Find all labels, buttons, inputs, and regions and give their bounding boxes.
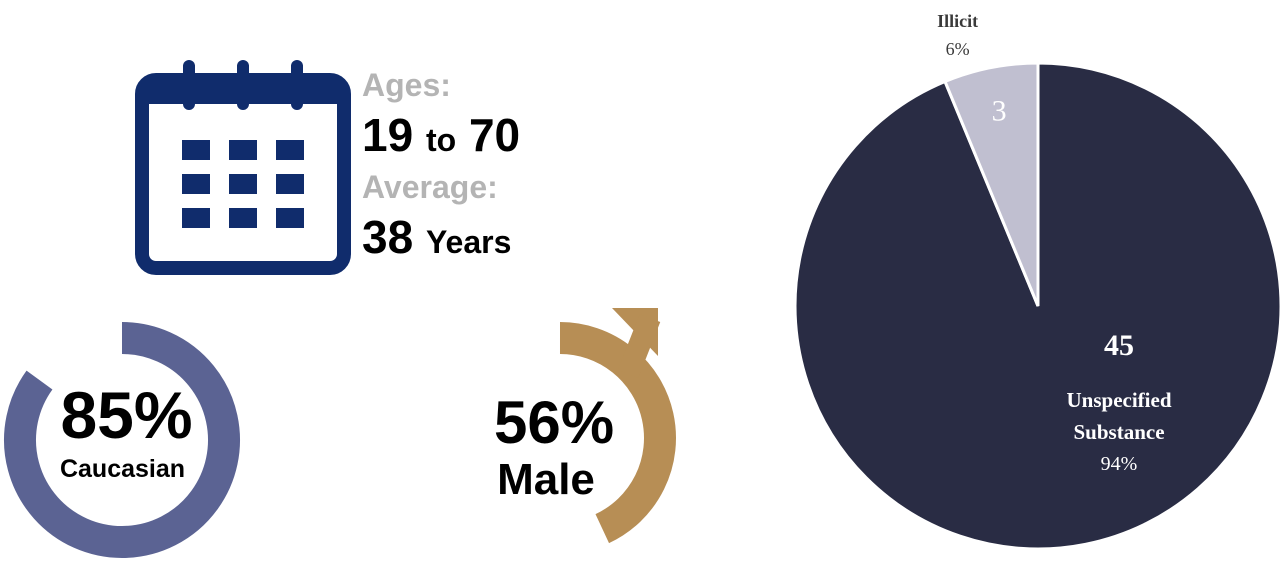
calendar-ring-1 (183, 60, 195, 110)
ethnicity-ring-arc (4, 322, 240, 558)
male-arrow-shaft (617, 313, 661, 379)
average-label: Average: (362, 169, 498, 205)
age-stats: Ages: 19 to 70 Average: 38 Years (362, 64, 622, 268)
calendar-cell (229, 140, 257, 160)
calendar-ring-3 (291, 60, 303, 110)
average-number: 38 (362, 211, 414, 263)
ethnicity-percent: 85% (60, 378, 193, 452)
calendar-cell (229, 208, 257, 228)
calendar-cell (182, 140, 210, 160)
pie-percent-label: 94% (1101, 453, 1138, 475)
calendar-cell (276, 208, 304, 228)
age-label: Ages: (362, 67, 451, 103)
pie-percent-label: 6% (946, 39, 970, 59)
male-symbol-icon (559, 308, 676, 544)
ethnicity-label: Caucasian (59, 455, 186, 483)
calendar-cell (276, 140, 304, 160)
age-range-value: 19 to 70 (362, 106, 622, 166)
male-percent: 56% (493, 389, 615, 456)
ethnicity-progress-ring (4, 322, 240, 558)
calendar-cell (276, 174, 304, 194)
calendar-cell (229, 174, 257, 194)
age-max: 70 (468, 109, 521, 161)
age-min: 19 (362, 109, 414, 161)
male-label: Male (497, 455, 595, 504)
male-ring-arc (559, 322, 676, 544)
average-unit: Years (425, 224, 512, 260)
pie-value-label: 45 (1104, 329, 1134, 362)
average-age-value: 38 Years (362, 208, 622, 268)
substance-pie-chart: 45 Unspecified Substance 94% 3 Illicit 6% (793, 11, 1281, 551)
age-range-joiner: to (425, 122, 457, 158)
calendar-ring-2 (237, 60, 249, 110)
pie-value-label: 3 (992, 95, 1007, 128)
pie-category-label: Illicit (937, 11, 978, 31)
calendar-cell (182, 208, 210, 228)
calendar-icon (135, 60, 351, 275)
pie-category-label: Substance (1073, 420, 1164, 444)
pie-slice-illicit (943, 61, 1040, 307)
calendar-cell (182, 174, 210, 194)
pie-category-label: Unspecified (1067, 388, 1172, 412)
